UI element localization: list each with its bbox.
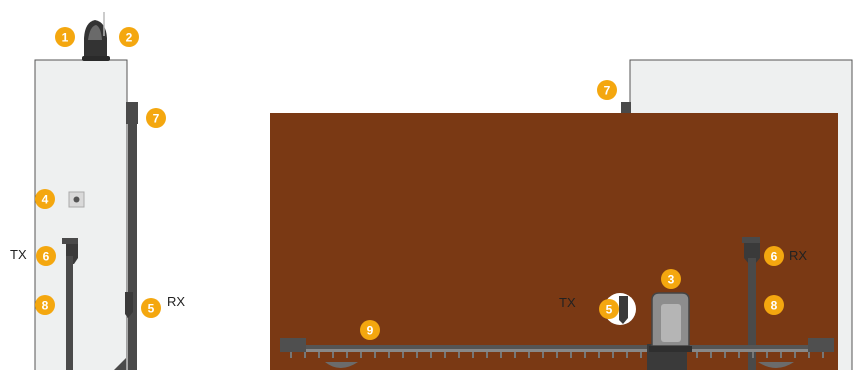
side-wall	[34, 59, 128, 370]
badge-number: 7	[153, 112, 160, 126]
label-rx-front: RX	[789, 248, 807, 263]
badge-photocell-rx-side: 5	[141, 298, 161, 318]
side-view	[34, 12, 138, 370]
front-view	[270, 59, 853, 370]
badge-number: 1	[62, 31, 69, 45]
badge-number: 5	[148, 302, 155, 316]
badge-rack: 9	[360, 320, 380, 340]
side-gate-stop	[126, 102, 138, 124]
key-selector-icon	[68, 191, 85, 208]
badge-gear-motor: 3	[661, 269, 681, 289]
badge-number: 6	[771, 250, 778, 264]
badge-number: 6	[43, 250, 50, 264]
badge-number: 5	[606, 303, 613, 317]
flashing-light-icon	[82, 20, 110, 61]
badge-number: 4	[42, 193, 49, 207]
label-rx-side: RX	[167, 294, 185, 309]
badge-photocell-tx-front: 5	[599, 299, 619, 319]
badge-number: 3	[668, 273, 675, 287]
callout-badges: 1 2 3 4 5 5 6 6 7 7 8 8 9	[35, 27, 784, 340]
badge-post-front: 8	[764, 295, 784, 315]
gate-wheel-right	[758, 362, 794, 368]
badge-number: 8	[771, 299, 778, 313]
badge-antenna: 2	[119, 27, 139, 47]
side-bottom-bracket	[114, 358, 126, 370]
badge-photocell-post-tx-side: 6	[36, 246, 56, 266]
badge-number: 2	[126, 31, 133, 45]
badge-photocell-post-rx-front: 6	[764, 246, 784, 266]
badge-gate-stop-side: 7	[146, 108, 166, 128]
gear-motor-icon	[647, 292, 692, 370]
front-gate-stop	[621, 102, 631, 116]
badge-flashing-light: 1	[55, 27, 75, 47]
badge-key-selector: 4	[35, 189, 55, 209]
badge-number: 8	[42, 299, 49, 313]
photocell-post-front	[742, 237, 760, 370]
side-gate-profile	[128, 102, 137, 370]
label-tx-front: TX	[559, 295, 576, 310]
label-tx-side: TX	[10, 247, 27, 262]
photocell-rx-side-icon	[125, 292, 133, 318]
badge-gate-stop-front: 7	[597, 80, 617, 100]
badge-number: 7	[604, 84, 611, 98]
gate-wheel-left	[325, 362, 358, 368]
photocell-post-side	[62, 238, 78, 370]
badge-post-side: 8	[35, 295, 55, 315]
badge-number: 9	[367, 324, 374, 338]
